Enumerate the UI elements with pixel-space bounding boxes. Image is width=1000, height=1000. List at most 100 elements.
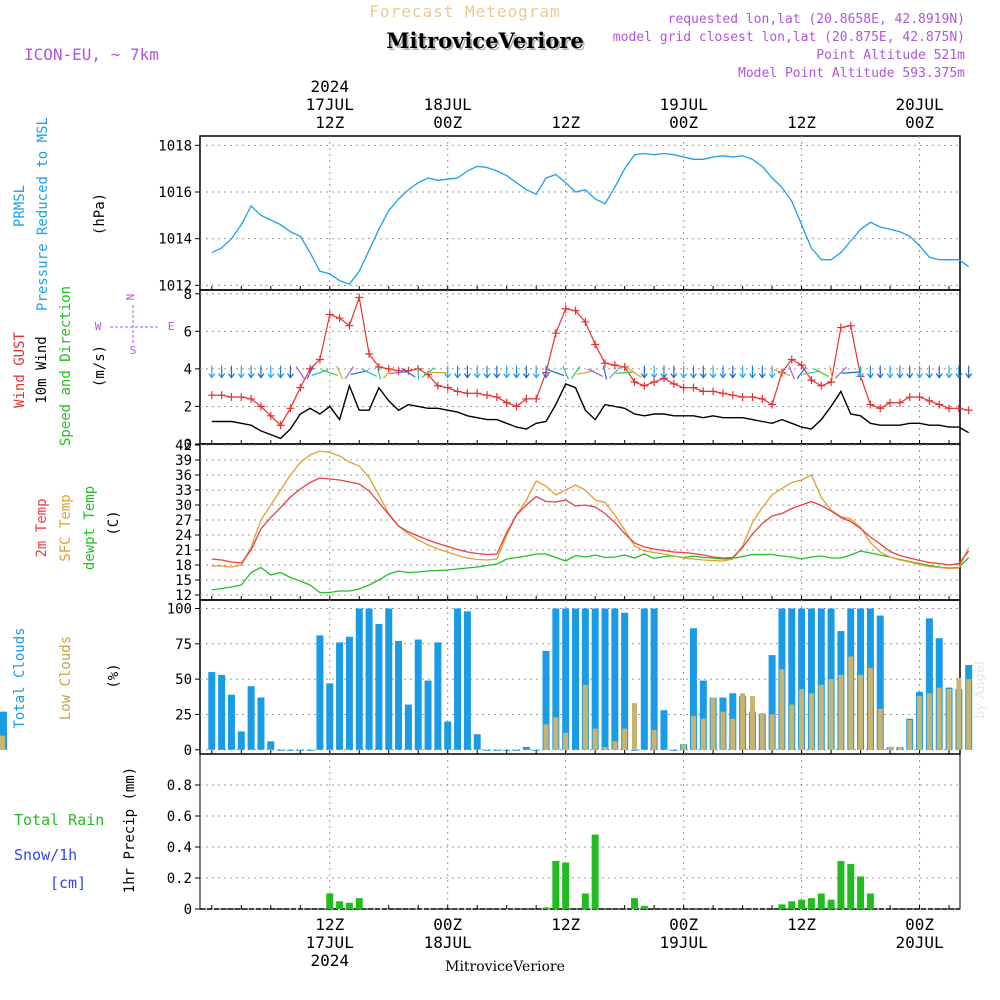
gust-marker (718, 389, 727, 398)
total-cloud-bar (454, 608, 462, 750)
bottom-time-label: 18JUL (424, 933, 472, 952)
low-cloud-bar (858, 674, 864, 750)
low-cloud-bar (769, 714, 775, 750)
wind-arrow (813, 368, 829, 378)
total-cloud-bar (817, 608, 825, 750)
gust-marker (355, 293, 364, 302)
low-cloud-bar (720, 711, 726, 750)
total-cloud-bar (257, 697, 265, 750)
wind-unit: (m/s) (92, 345, 108, 387)
low-cloud-bar (917, 696, 923, 750)
wind-arrow (906, 365, 914, 379)
bottom-time-label: 00Z (433, 915, 462, 934)
model-label: ICON-EU, ~ 7km (24, 45, 159, 64)
y-tick-label: 50 (175, 672, 192, 688)
top-time-label: 2024 (310, 77, 349, 96)
rain-bar (866, 893, 874, 909)
gust-marker (296, 383, 305, 392)
dewpt-line (211, 550, 970, 594)
total-cloud-bar (473, 734, 481, 750)
total-cloud-bar (404, 704, 412, 750)
y-tick-label: 15 (175, 573, 192, 589)
gust-marker (345, 321, 354, 330)
total-rain-label: Total Rain (14, 811, 104, 829)
total-cloud-bar (434, 642, 442, 750)
total-cloud-bar (621, 612, 629, 750)
y-tick-label: 100 (167, 601, 192, 617)
location-title: MitroviceVeriore (386, 28, 584, 53)
total-cloud-bar (395, 640, 403, 750)
y-tick-label: 1014 (158, 232, 192, 248)
top-time-label: 00Z (669, 113, 698, 132)
compass-s: S (130, 344, 137, 357)
gust-marker (610, 361, 619, 370)
gust-marker (512, 402, 521, 411)
total-cloud-bar (345, 636, 353, 750)
gust-marker (266, 411, 275, 420)
y-tick-label: 33 (175, 483, 192, 499)
wind-arrow (218, 365, 226, 379)
y-tick-label: 30 (175, 498, 192, 514)
low-cloud-bar (563, 732, 569, 750)
low-cloud-bar (808, 693, 814, 750)
gust-marker (502, 398, 511, 407)
rain-bar (847, 864, 855, 909)
low-cloud-bar (543, 724, 549, 750)
wind-arrow (758, 365, 766, 379)
total-cloud-bar (768, 655, 776, 750)
top-title: Forecast Meteogram (369, 2, 560, 21)
gust-marker (433, 381, 442, 390)
y-tick-label: 8 (184, 287, 192, 303)
sfc-temp-line (211, 450, 970, 570)
wind-arrow (689, 365, 697, 379)
total-cloud-bar (630, 749, 638, 751)
gust-marker (581, 317, 590, 326)
gust-marker (807, 376, 816, 385)
wind-arrow (834, 366, 847, 379)
wind-arrow (389, 371, 408, 375)
low-cloud-bar (0, 735, 5, 750)
low-cloud-bar (651, 729, 657, 750)
total-cloud-bar (601, 608, 609, 750)
wind-arrow (796, 366, 807, 380)
footer-location: MitroviceVeriore (445, 959, 565, 975)
panel-frame (199, 135, 961, 291)
y-tick-label: 36 (175, 468, 192, 484)
gust-marker (571, 306, 580, 315)
y-tick-label: 4 (184, 362, 192, 378)
rain-bar (552, 860, 560, 909)
wind-arrow (748, 365, 756, 379)
temp-unit: (C) (106, 510, 122, 535)
rain-bar (817, 893, 825, 909)
y-tick-label: 75 (175, 637, 192, 653)
top-time-label: 12Z (315, 113, 344, 132)
wind-speed-dir-label: Speed and Direction (58, 286, 74, 446)
top-time-label: 12Z (551, 113, 580, 132)
low-cloud-bar (789, 704, 795, 750)
top-time-label: 20JUL (895, 95, 943, 114)
gust-marker (591, 340, 600, 349)
top-time-label: 12Z (787, 113, 816, 132)
wind-arrow (350, 370, 369, 376)
low-cloud-bar (592, 728, 598, 750)
top-time-label: 00Z (905, 113, 934, 132)
wind-arrow (444, 365, 452, 379)
wind-arrow (473, 365, 481, 379)
low-cloud-bar (612, 741, 618, 750)
y-tick-label: 21 (175, 543, 192, 559)
low-cloud-bar (631, 703, 637, 750)
gust-marker (709, 387, 718, 396)
compass-n: N (124, 294, 137, 301)
gust-marker (886, 398, 895, 407)
total-cloud-bar (532, 749, 540, 751)
total-cloud-bar (414, 639, 422, 750)
wind-arrow (719, 365, 727, 379)
total-cloud-bar (424, 680, 432, 750)
top-time-label: 00Z (433, 113, 462, 132)
total-cloud-bar (336, 642, 344, 750)
gust-marker (365, 349, 374, 358)
y-tick-label: 6 (184, 324, 192, 340)
